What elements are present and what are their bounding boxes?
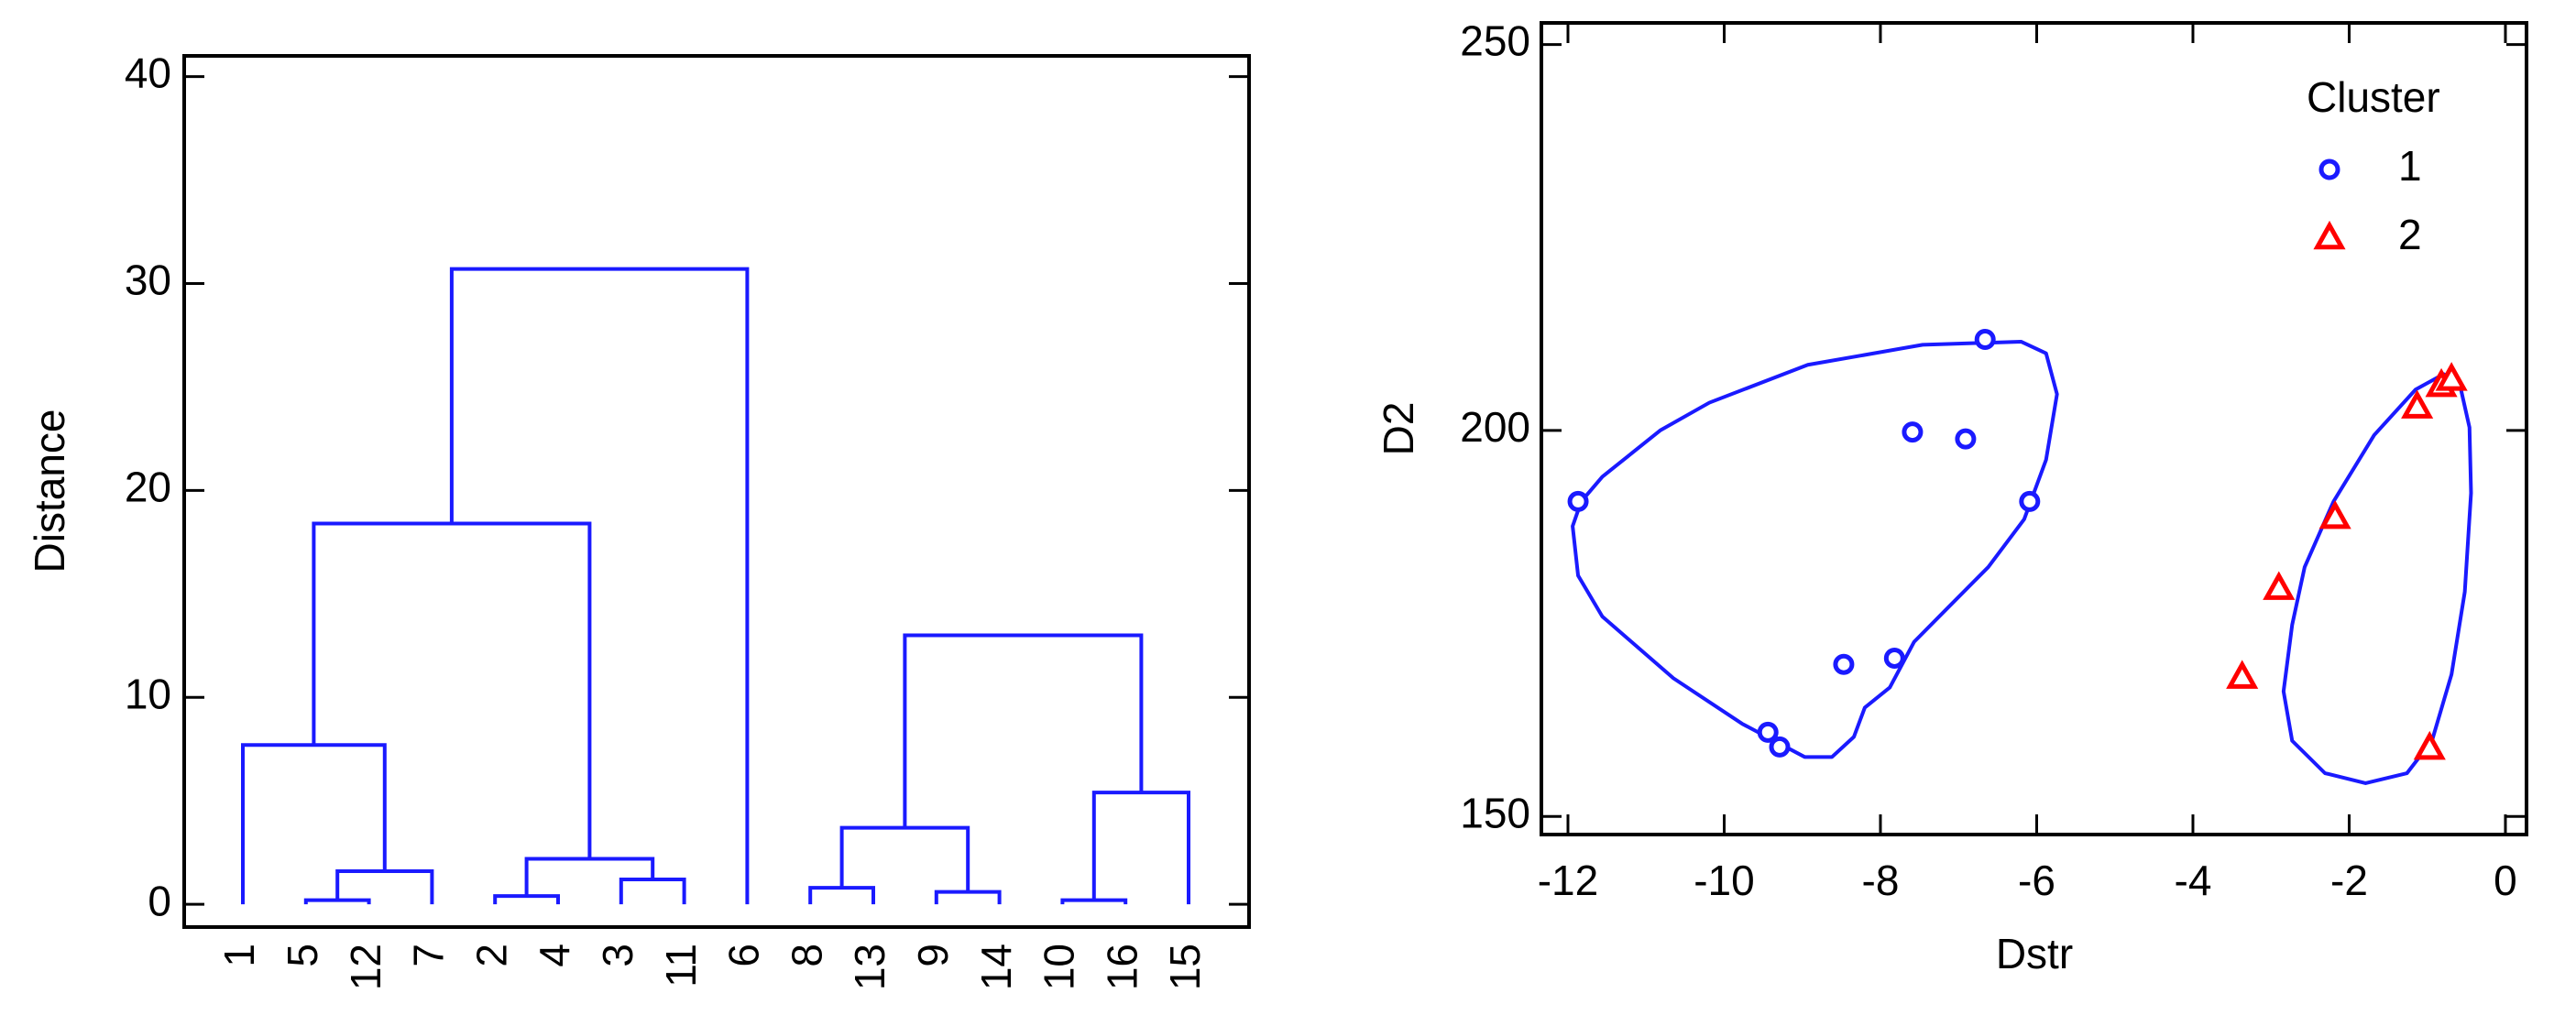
point xyxy=(1757,721,1779,743)
point xyxy=(2263,571,2296,600)
point xyxy=(1883,647,1905,669)
point xyxy=(1902,421,1924,443)
dendrogram-link xyxy=(303,898,371,905)
legend-label: 1 xyxy=(2398,142,2422,190)
legend-marker xyxy=(2318,158,2340,180)
x-tick-label: -12 xyxy=(1538,857,1598,904)
point xyxy=(2435,362,2468,391)
leaf-label: 6 xyxy=(720,944,768,967)
x-tick-label: 0 xyxy=(2494,857,2517,904)
leaf-label: 7 xyxy=(405,944,453,967)
dendrogram-link xyxy=(1060,898,1128,905)
leaf-label: 12 xyxy=(342,944,389,990)
leaf-label: 16 xyxy=(1098,944,1145,990)
point xyxy=(2413,730,2446,760)
point xyxy=(2401,389,2434,419)
dendrogram-link xyxy=(312,521,592,859)
dendrogram-link xyxy=(493,894,560,905)
point xyxy=(2019,490,2041,512)
point xyxy=(2226,660,2259,689)
y-tick-label: 10 xyxy=(125,670,171,717)
y-tick-label: 200 xyxy=(1460,403,1530,451)
legend-label: 2 xyxy=(2398,211,2422,258)
leaf-label: 8 xyxy=(783,944,830,967)
leaf-label: 3 xyxy=(594,944,641,967)
legend-title: Cluster xyxy=(2307,73,2440,121)
point xyxy=(1955,428,1977,450)
dendrogram-link xyxy=(619,878,686,905)
dendrogram-link xyxy=(1091,791,1190,905)
point xyxy=(2318,499,2351,529)
x-tick-label: -10 xyxy=(1694,857,1754,904)
dendrogram-link xyxy=(808,886,875,905)
dendrogram-link xyxy=(335,869,434,905)
dendrogram-link xyxy=(241,743,387,905)
y-axis-label: Distance xyxy=(26,409,73,573)
leaf-label: 1 xyxy=(215,944,263,967)
y-tick-label: 0 xyxy=(148,877,171,924)
y-tick-label: 30 xyxy=(125,256,171,304)
leaf-label: 10 xyxy=(1036,944,1083,990)
x-tick-label: -6 xyxy=(2018,857,2055,904)
dendrogram-link xyxy=(903,633,1144,828)
y-tick-label: 40 xyxy=(125,49,171,97)
legend-marker xyxy=(2313,220,2346,250)
point xyxy=(1974,328,1996,350)
leaf-label: 9 xyxy=(909,944,957,967)
point xyxy=(1833,653,1855,675)
dendrogram-link xyxy=(524,857,655,897)
leaf-label: 15 xyxy=(1161,944,1209,990)
leaf-label: 14 xyxy=(972,944,1020,990)
dendrogram-link xyxy=(449,267,750,905)
leaf-label: 11 xyxy=(657,944,705,988)
dendrogram-link xyxy=(839,825,970,892)
point xyxy=(1769,736,1791,758)
plot-frame xyxy=(182,54,1251,929)
y-axis-label: D2 xyxy=(1375,402,1422,456)
y-tick-label: 150 xyxy=(1460,789,1530,836)
y-tick-label: 20 xyxy=(125,464,171,511)
x-tick-label: -2 xyxy=(2330,857,2368,904)
cluster-outline xyxy=(2281,372,2473,785)
x-axis-label: Dstr xyxy=(1996,930,2073,977)
plot-frame xyxy=(1540,21,2528,836)
dendrogram-link xyxy=(934,890,1002,905)
x-tick-label: -8 xyxy=(1862,857,1900,904)
x-tick-label: -4 xyxy=(2175,857,2212,904)
point xyxy=(1567,490,1589,512)
cluster-outline xyxy=(1571,339,2059,759)
leaf-label: 4 xyxy=(531,944,578,967)
leaf-label: 13 xyxy=(846,944,893,990)
leaf-label: 5 xyxy=(279,944,326,967)
y-tick-label: 250 xyxy=(1460,17,1530,65)
leaf-label: 2 xyxy=(467,944,515,967)
